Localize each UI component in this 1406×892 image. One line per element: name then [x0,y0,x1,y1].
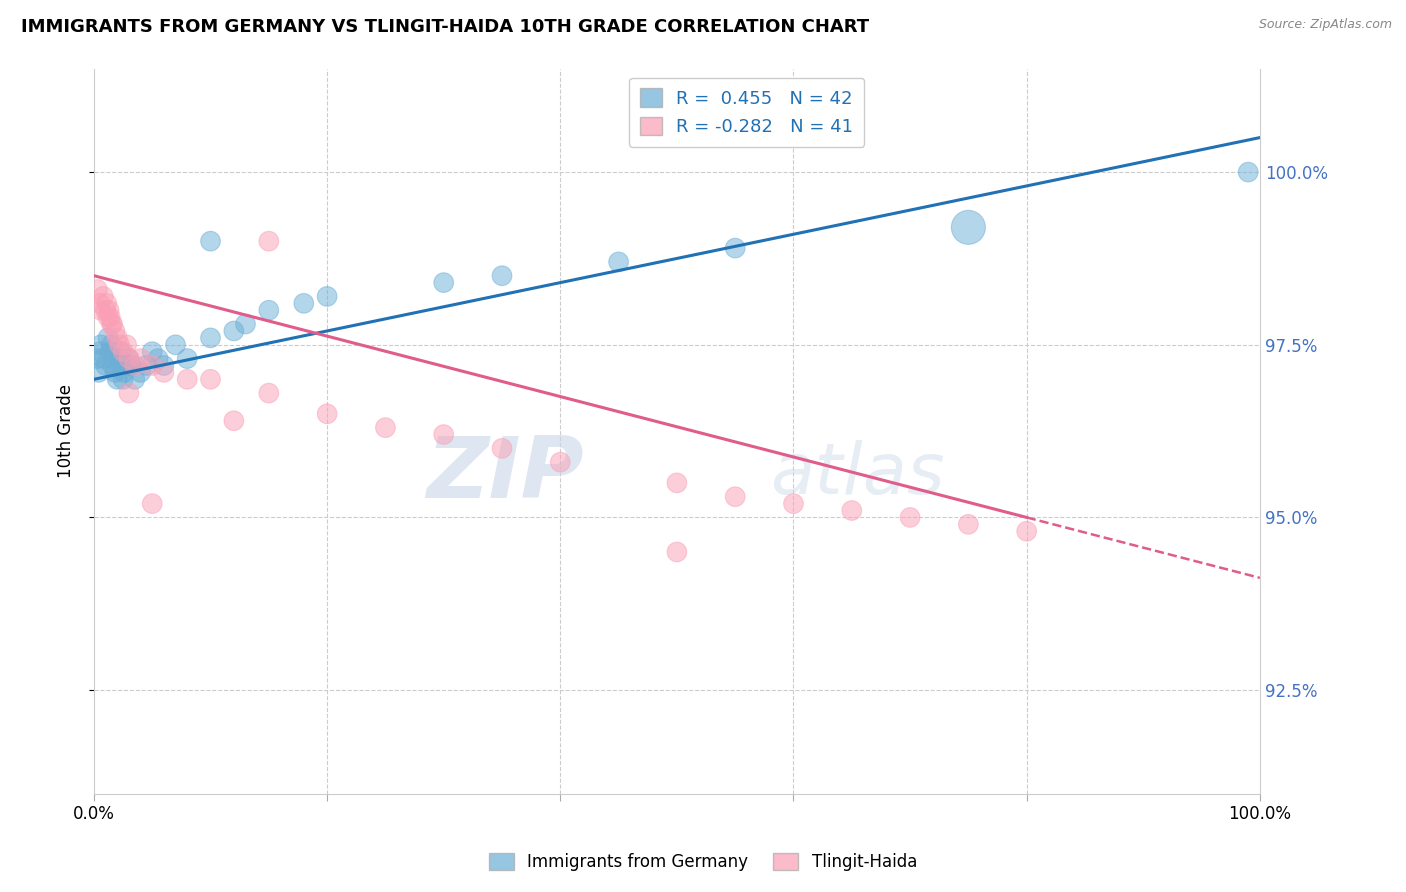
Point [98,303,121,318]
Point [105,331,128,345]
Point [90,338,112,352]
Point [118,351,141,366]
Point [135,359,157,373]
Y-axis label: 10th Grade: 10th Grade [58,384,75,478]
Point [104,365,127,379]
Text: atlas: atlas [770,440,945,509]
Point [153,365,176,379]
Point [550,455,572,469]
Point [724,490,747,504]
Legend: Immigrants from Germany, Tlingit-Haida: Immigrants from Germany, Tlingit-Haida [481,845,925,880]
Point [141,359,163,373]
Point [782,497,804,511]
Point [91,289,114,303]
Point [257,303,280,318]
Point [115,338,138,352]
Point [86,283,108,297]
Point [91,351,114,366]
Point [607,255,630,269]
Point [176,372,198,386]
Text: Source: ZipAtlas.com: Source: ZipAtlas.com [1258,18,1392,31]
Point [222,414,245,428]
Point [101,359,124,373]
Point [98,310,121,325]
Point [957,220,980,235]
Point [200,234,222,248]
Point [129,351,152,366]
Point [90,303,112,318]
Legend: R =  0.455   N = 42, R = -0.282   N = 41: R = 0.455 N = 42, R = -0.282 N = 41 [630,78,865,147]
Point [433,427,456,442]
Point [129,365,152,379]
Point [724,241,747,255]
Text: ZIP: ZIP [426,434,583,516]
Point [1015,524,1038,539]
Point [374,420,396,434]
Point [108,351,131,366]
Point [316,289,339,303]
Point [898,510,921,524]
Point [94,303,117,318]
Point [101,317,124,331]
Point [100,338,122,352]
Point [112,372,135,386]
Point [200,372,222,386]
Point [165,338,187,352]
Point [665,545,688,559]
Point [94,359,117,373]
Point [110,344,132,359]
Point [107,359,129,373]
Point [103,351,125,366]
Point [124,359,146,373]
Point [491,268,513,283]
Point [104,324,127,338]
Point [108,338,131,352]
Point [957,517,980,532]
Point [118,351,141,366]
Point [98,344,121,359]
Point [200,331,222,345]
Point [118,386,141,401]
Point [316,407,339,421]
Point [97,331,120,345]
Point [89,296,111,310]
Point [176,351,198,366]
Point [491,442,513,456]
Point [841,503,863,517]
Point [100,317,122,331]
Point [665,475,688,490]
Point [153,359,176,373]
Point [257,234,280,248]
Point [89,344,111,359]
Point [124,372,146,386]
Point [86,351,108,366]
Point [292,296,315,310]
Point [112,344,135,359]
Point [97,310,120,325]
Text: IMMIGRANTS FROM GERMANY VS TLINGIT-HAIDA 10TH GRADE CORRELATION CHART: IMMIGRANTS FROM GERMANY VS TLINGIT-HAIDA… [21,18,869,36]
Point [105,372,128,386]
Point [141,497,163,511]
Point [120,359,142,373]
Point [257,386,280,401]
Point [433,276,456,290]
Point [112,365,135,379]
Point [141,344,163,359]
Point [146,351,169,366]
Point [87,365,110,379]
Point [1237,165,1260,179]
Point [222,324,245,338]
Point [235,317,257,331]
Point [96,296,118,310]
Point [115,359,138,373]
